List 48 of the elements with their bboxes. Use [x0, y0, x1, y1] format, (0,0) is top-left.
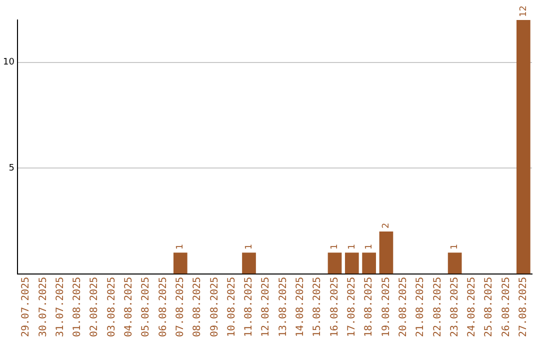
data-label: 1 [244, 244, 254, 250]
x-tick-label: 30.07.2025 [38, 276, 49, 338]
bar [173, 252, 188, 274]
bar [344, 252, 359, 274]
bar [379, 231, 394, 274]
x-tick-label: 29.07.2025 [20, 276, 32, 338]
x-tick-label: 15.08.2025 [312, 276, 324, 338]
data-label: 1 [347, 244, 358, 250]
x-tick-label: 05.08.2025 [140, 276, 152, 338]
data-label: 1 [364, 244, 374, 250]
x-tick-label: 31.07.2025 [54, 276, 66, 338]
bar [448, 252, 462, 274]
x-tick-label: 03.08.2025 [106, 276, 118, 338]
y-tick-label: 5 [8, 163, 14, 174]
data-label: 12 [518, 6, 529, 17]
x-tick-label: 21.08.2025 [415, 276, 426, 338]
x-tick-label: 18.08.2025 [364, 276, 375, 338]
x-tick-label: 12.08.2025 [260, 276, 272, 338]
x-tick-label: 10.08.2025 [226, 276, 238, 338]
x-tick-label: 08.08.2025 [192, 276, 204, 338]
x-tick-label: 20.08.2025 [398, 276, 409, 338]
x-tick-label: 27.08.2025 [518, 276, 530, 338]
x-tick-label: 26.08.2025 [500, 276, 512, 338]
bar [362, 252, 376, 274]
x-tick-label: 23.08.2025 [449, 276, 460, 338]
data-label: 2 [382, 222, 392, 228]
x-tick-label: 13.08.2025 [278, 276, 289, 338]
x-tick-label: 01.08.2025 [72, 276, 84, 338]
data-label: 1 [330, 244, 340, 250]
x-tick-label: 17.08.2025 [346, 276, 358, 338]
bar [328, 252, 342, 274]
x-tick-label: 09.08.2025 [209, 276, 220, 338]
x-tick-label: 24.08.2025 [466, 276, 478, 338]
x-tick-label: 07.08.2025 [174, 276, 186, 338]
x-tick-label: 04.08.2025 [124, 276, 135, 338]
bar [516, 20, 530, 274]
x-tick-label: 22.08.2025 [432, 276, 444, 338]
x-tick-label: 02.08.2025 [89, 276, 100, 338]
x-tick-label: 06.08.2025 [158, 276, 169, 338]
x-tick-label: 14.08.2025 [295, 276, 306, 338]
data-label: 1 [450, 244, 460, 250]
y-tick-label: 10 [3, 58, 15, 68]
x-tick-label: 25.08.2025 [484, 276, 495, 338]
x-tick-label: 16.08.2025 [329, 276, 340, 338]
x-tick-label: 19.08.2025 [380, 276, 392, 338]
x-tick-label: 11.08.2025 [244, 276, 255, 338]
data-label: 1 [176, 244, 186, 250]
bar [242, 252, 256, 274]
